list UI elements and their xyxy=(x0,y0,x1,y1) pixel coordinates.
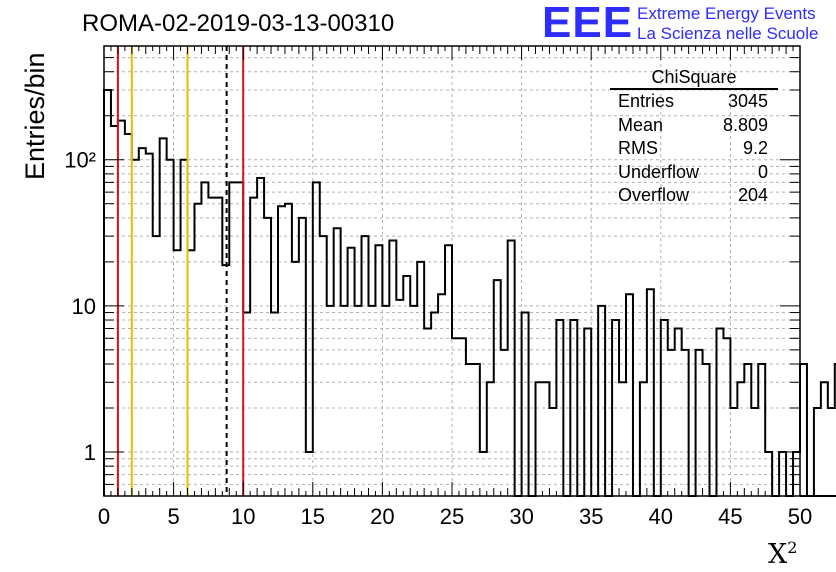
x-tick-label: 15 xyxy=(301,504,325,529)
stats-row-rms: RMS 9.2 xyxy=(610,137,778,161)
logo-line-1: Extreme Energy Events xyxy=(637,4,816,23)
stats-row-entries: Entries 3045 xyxy=(610,90,778,114)
stats-value: 8.809 xyxy=(722,114,768,135)
x-tick-label: 35 xyxy=(579,504,603,529)
eee-logo: EEE Extreme Energy Events La Scienza nel… xyxy=(542,0,832,47)
stats-value: 9.2 xyxy=(742,138,768,158)
x-tick-label: 30 xyxy=(509,504,533,529)
x-tick-label: 45 xyxy=(718,504,742,529)
stats-row-mean: Mean 8.809 xyxy=(610,114,778,138)
y-axis-label: Entries/bin xyxy=(20,52,50,180)
x-tick-label: 20 xyxy=(370,504,394,529)
stats-row-underflow: Underflow 0 xyxy=(610,161,778,185)
y-tick-label: 1 xyxy=(84,440,96,465)
x-tick-label: 40 xyxy=(649,504,673,529)
x-tick-label: 25 xyxy=(440,504,464,529)
x-tick-label: 50 xyxy=(788,504,812,529)
stats-value: 0 xyxy=(757,161,768,182)
marker-lines-layer xyxy=(116,46,245,496)
stats-label: RMS xyxy=(618,138,658,158)
x-axis-label: X2 xyxy=(768,538,797,570)
logo-line-2: La Scienza nelle Scuole xyxy=(637,24,819,43)
stats-title: ChiSquare xyxy=(610,66,778,90)
stats-label: Entries xyxy=(618,91,675,111)
stats-label: Mean xyxy=(618,114,664,135)
chart-title: ROMA-02-2019-03-13-00310 xyxy=(82,10,395,37)
stats-label: Overflow xyxy=(618,185,690,205)
y-tick-label: 10 xyxy=(72,294,96,319)
x-axis-label-text: X xyxy=(768,539,788,570)
stats-label: Underflow xyxy=(618,161,700,182)
x-tick-label: 0 xyxy=(98,504,110,529)
axes-layer: 0 5 10 15 20 25 30 35 40 45 50 1 10 10² xyxy=(64,45,812,529)
x-tick-label: 10 xyxy=(231,504,255,529)
x-tick-label: 5 xyxy=(167,504,179,529)
logo-mark: EEE xyxy=(542,0,634,47)
y-tick-label: 10² xyxy=(64,148,96,173)
stats-value: 3045 xyxy=(727,91,768,111)
x-axis-label-superscript: 2 xyxy=(787,538,798,557)
stats-value: 204 xyxy=(737,185,768,205)
stats-box: ChiSquare Entries 3045 Mean 8.809 RMS 9.… xyxy=(610,66,778,208)
stats-row-overflow: Overflow 204 xyxy=(610,184,778,208)
